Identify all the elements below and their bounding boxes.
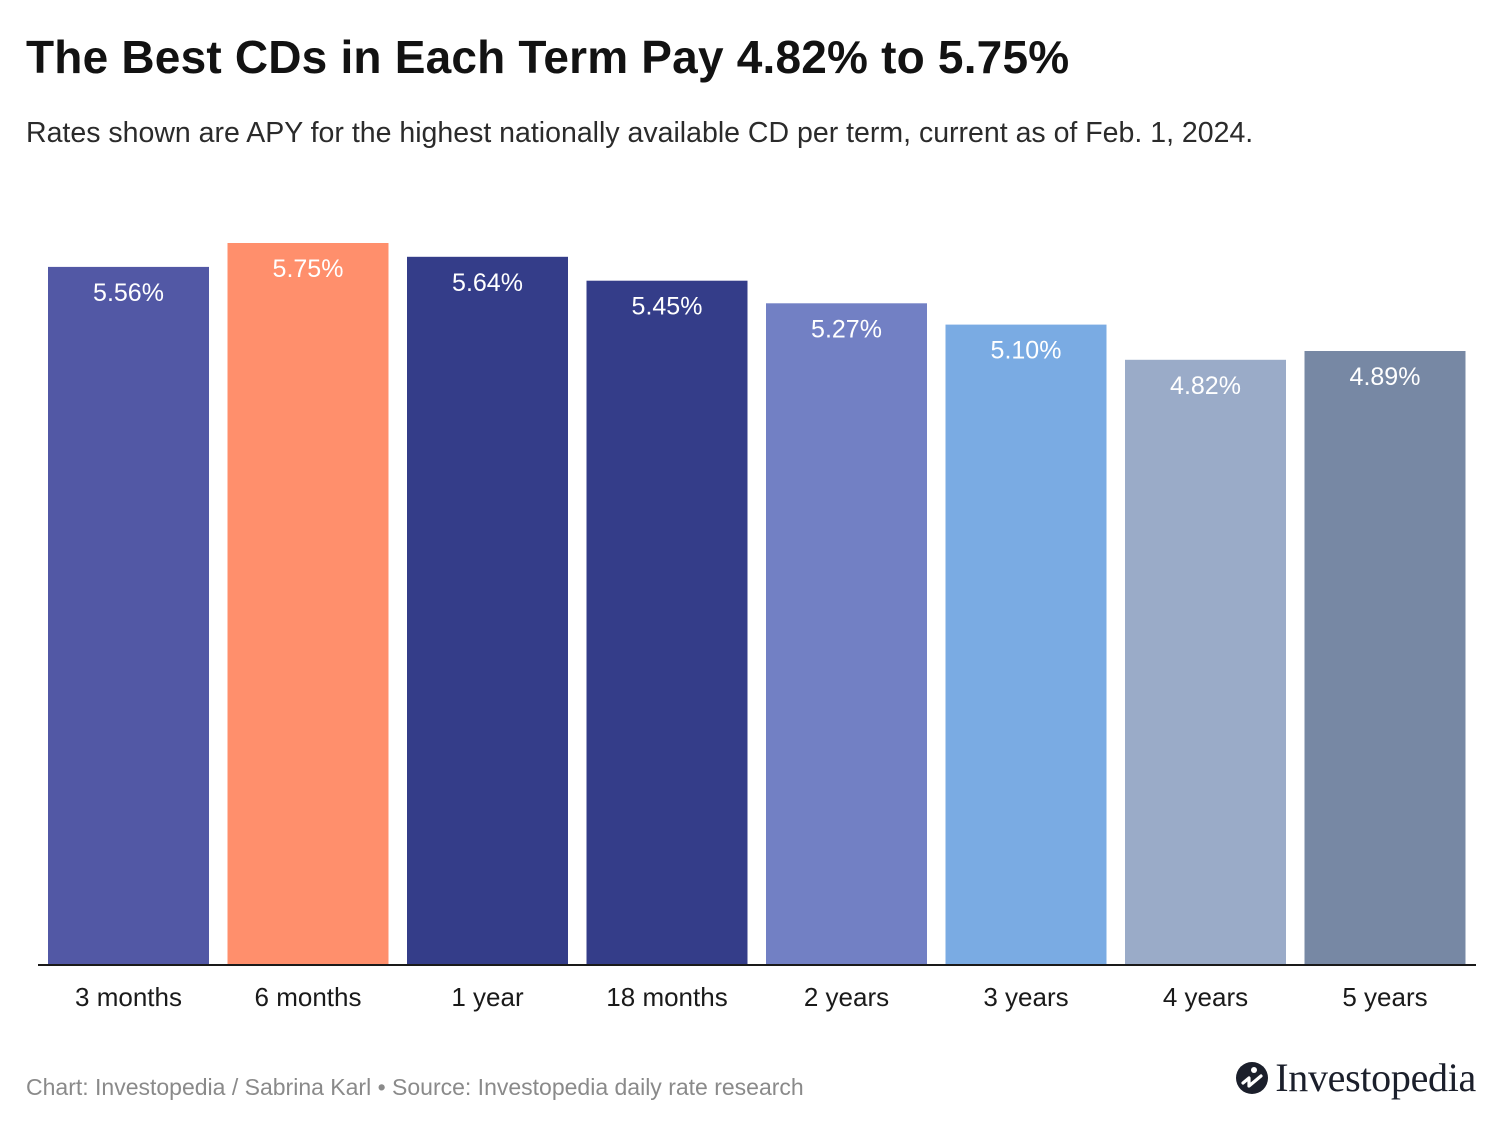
x-tick-label-3-months: 3 months — [75, 982, 182, 1012]
investopedia-logo-text: Investopedia — [1275, 1055, 1476, 1100]
bar-5-years — [1304, 351, 1466, 965]
bar-6-months — [227, 243, 389, 965]
value-label-2-years: 5.27% — [811, 315, 882, 343]
chart-source-note: Chart: Investopedia / Sabrina Karl • Sou… — [26, 1074, 804, 1100]
bar-3-years — [945, 324, 1107, 966]
chart-subtitle: Rates shown are APY for the highest nati… — [26, 117, 1254, 149]
bar-4-years — [1125, 359, 1286, 965]
x-tick-label-6-months: 6 months — [255, 982, 362, 1012]
value-label-4-years: 4.82% — [1170, 372, 1241, 400]
x-tick-label-3-years: 3 years — [983, 982, 1068, 1012]
investopedia-logo-icon — [1236, 1062, 1269, 1094]
x-tick-label-2-years: 2 years — [804, 982, 889, 1012]
bar-18-months — [586, 280, 748, 965]
value-labels-layer: 5.56% 5.75% 5.64% 5.45% 5.27% 5.10% 4.82% 4.89% — [93, 255, 1420, 400]
value-label-5-years: 4.89% — [1350, 363, 1421, 391]
investopedia-logo: Investopedia — [1235, 1058, 1476, 1098]
bar-3-months — [48, 266, 209, 965]
value-label-18-months: 5.45% — [632, 293, 703, 321]
value-label-1-year: 5.64% — [452, 269, 523, 297]
bar-1-year — [407, 256, 568, 965]
x-tick-label-5-years: 5 years — [1342, 982, 1427, 1012]
value-label-3-years: 5.10% — [991, 337, 1062, 365]
chart-title: The Best CDs in Each Term Pay 4.82% to 5… — [26, 31, 1070, 83]
x-tick-label-1-year: 1 year — [451, 982, 524, 1012]
x-tick-labels-layer: 3 months 6 months 1 year 18 months 2 years 3 … — [75, 982, 1428, 1012]
x-tick-label-18-months: 18 months — [606, 982, 727, 1012]
bar-2-years — [766, 303, 927, 965]
value-label-3-months: 5.56% — [93, 279, 164, 307]
value-label-6-months: 5.75% — [273, 255, 344, 283]
bars-layer — [48, 243, 1466, 966]
x-tick-label-4-years: 4 years — [1163, 982, 1248, 1012]
